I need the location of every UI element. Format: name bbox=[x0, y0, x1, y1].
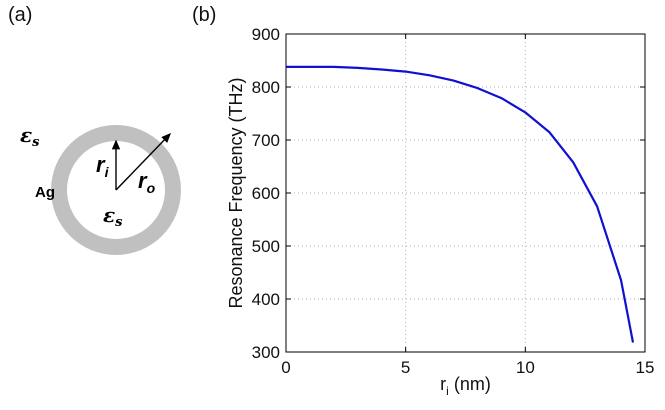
series-line bbox=[286, 65, 635, 343]
x-tick-label: 5 bbox=[401, 358, 410, 377]
y-tick-label: 500 bbox=[252, 237, 280, 256]
panel-label-b: (b) bbox=[192, 4, 217, 26]
outer-radius-label: ro bbox=[138, 168, 156, 196]
y-tick-label: 800 bbox=[252, 78, 280, 97]
x-tick-label: 10 bbox=[516, 358, 535, 377]
plot-frame bbox=[285, 33, 646, 353]
outer-epsilon-label: εs bbox=[20, 123, 40, 150]
inner-epsilon-label: εs bbox=[103, 203, 123, 230]
panel-label-a: (a) bbox=[8, 4, 33, 26]
grid bbox=[286, 34, 645, 352]
core-shell-diagram: εs Ag ri ro εs bbox=[20, 123, 181, 255]
y-tick-label: 300 bbox=[252, 343, 280, 362]
x-axis-label: ri (nm) bbox=[440, 374, 491, 398]
y-tick-label: 600 bbox=[252, 184, 280, 203]
series bbox=[286, 65, 635, 343]
ticks: 0 5 10 15 300 400 500 600 700 800 900 bbox=[252, 25, 655, 377]
y-axis-label: Resonance Frequency (THz) bbox=[226, 77, 246, 308]
y-tick-label: 700 bbox=[252, 131, 280, 150]
outer-radius-arrow bbox=[115, 132, 171, 191]
x-tick-label: 15 bbox=[636, 358, 655, 377]
y-tick-label: 400 bbox=[252, 290, 280, 309]
y-tick-label: 900 bbox=[252, 25, 280, 44]
inner-radius-label: ri bbox=[96, 152, 110, 180]
ag-shell-label: Ag bbox=[35, 184, 55, 201]
x-tick-label: 0 bbox=[281, 358, 290, 377]
